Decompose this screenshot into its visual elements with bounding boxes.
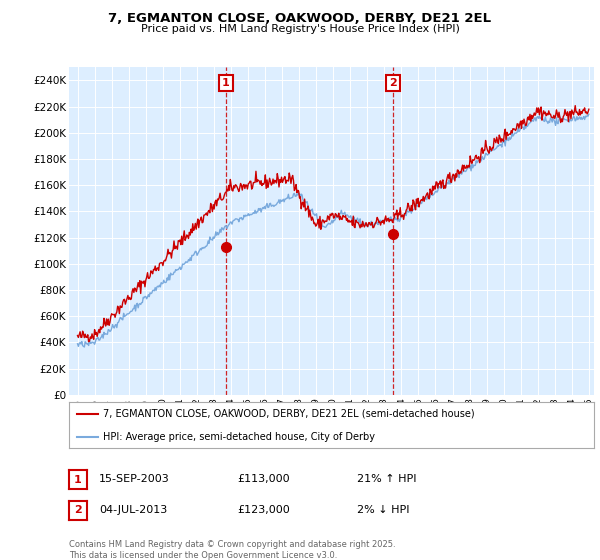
Text: £123,000: £123,000 [237, 505, 290, 515]
Text: £113,000: £113,000 [237, 474, 290, 484]
Text: Contains HM Land Registry data © Crown copyright and database right 2025.
This d: Contains HM Land Registry data © Crown c… [69, 540, 395, 560]
Text: 04-JUL-2013: 04-JUL-2013 [99, 505, 167, 515]
Text: 2: 2 [74, 506, 82, 515]
Text: 7, EGMANTON CLOSE, OAKWOOD, DERBY, DE21 2EL (semi-detached house): 7, EGMANTON CLOSE, OAKWOOD, DERBY, DE21 … [103, 409, 475, 418]
Text: 7, EGMANTON CLOSE, OAKWOOD, DERBY, DE21 2EL: 7, EGMANTON CLOSE, OAKWOOD, DERBY, DE21 … [109, 12, 491, 25]
Text: 15-SEP-2003: 15-SEP-2003 [99, 474, 170, 484]
Text: 2: 2 [389, 78, 397, 88]
Text: 1: 1 [222, 78, 230, 88]
Text: 1: 1 [74, 475, 82, 484]
Text: 2% ↓ HPI: 2% ↓ HPI [357, 505, 409, 515]
Text: 21% ↑ HPI: 21% ↑ HPI [357, 474, 416, 484]
Text: HPI: Average price, semi-detached house, City of Derby: HPI: Average price, semi-detached house,… [103, 432, 375, 441]
Text: Price paid vs. HM Land Registry's House Price Index (HPI): Price paid vs. HM Land Registry's House … [140, 24, 460, 34]
